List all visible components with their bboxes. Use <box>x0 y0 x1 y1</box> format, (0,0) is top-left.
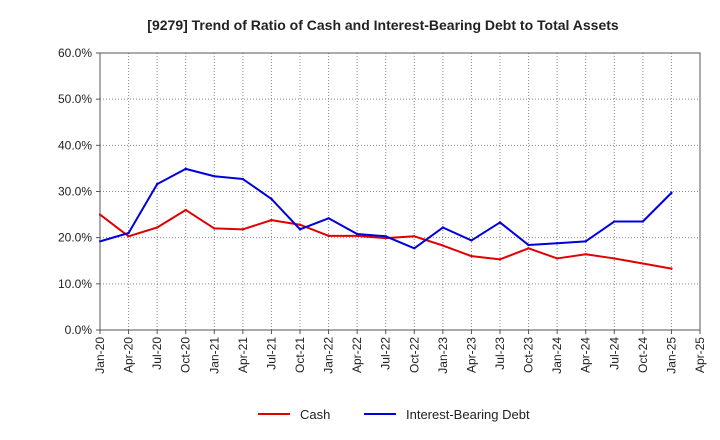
y-tick-label: 50.0% <box>58 92 92 106</box>
y-tick-label: 40.0% <box>58 138 92 152</box>
x-tick-label: Apr-20 <box>122 337 136 373</box>
x-tick-label: Jan-24 <box>550 337 564 374</box>
x-tick-label: Jan-23 <box>436 337 450 374</box>
data-point <box>355 234 359 238</box>
x-tick-label: Jan-25 <box>664 337 678 374</box>
legend: Cash Interest-Bearing Debt <box>258 407 530 422</box>
chart-title: [9279] Trend of Ratio of Cash and Intere… <box>147 17 619 33</box>
data-point <box>384 235 387 238</box>
data-point <box>527 243 530 247</box>
data-point <box>184 208 187 212</box>
x-tick-label: Oct-23 <box>522 337 536 373</box>
data-point <box>613 257 616 260</box>
x-tick-label: Jul-24 <box>607 337 621 370</box>
legend-label: Interest-Bearing Debt <box>406 407 530 422</box>
data-point <box>441 244 445 247</box>
x-tick-label: Jul-23 <box>493 337 507 370</box>
x-tick-label: Apr-23 <box>464 337 478 373</box>
data-point <box>355 232 359 236</box>
data-point <box>470 254 473 258</box>
x-tick-label: Apr-25 <box>693 337 707 373</box>
data-point <box>127 235 130 238</box>
y-tick-label: 10.0% <box>58 277 92 291</box>
data-point <box>241 228 245 231</box>
x-tick-label: Apr-22 <box>350 337 364 373</box>
x-tick-label: Jan-20 <box>93 337 107 374</box>
x-tick-label: Jan-21 <box>207 337 221 374</box>
data-point <box>155 182 159 186</box>
data-point <box>555 257 559 260</box>
data-point <box>527 247 530 250</box>
x-tick-label: Oct-22 <box>407 337 421 373</box>
x-tick-label: Oct-20 <box>179 337 193 373</box>
y-tick-label: 30.0% <box>58 185 92 199</box>
data-point <box>213 227 216 230</box>
x-tick-label: Apr-21 <box>236 337 250 373</box>
data-point <box>584 240 587 243</box>
legend-item: Interest-Bearing Debt <box>364 407 530 422</box>
x-tick-label: Oct-24 <box>636 337 650 373</box>
data-point <box>327 217 330 220</box>
data-point <box>270 197 273 201</box>
x-tick-label: Jul-22 <box>379 337 393 370</box>
data-point <box>584 253 587 256</box>
data-point <box>213 175 216 178</box>
x-tick-label: Jan-22 <box>322 337 336 374</box>
data-point <box>670 267 673 270</box>
data-point <box>298 228 302 231</box>
data-point <box>641 220 645 223</box>
data-point <box>613 220 616 223</box>
legend-item: Cash <box>258 407 330 422</box>
data-point <box>298 223 302 226</box>
y-tick-label: 0.0% <box>65 323 93 337</box>
x-tick-label: Oct-21 <box>293 337 307 373</box>
data-point <box>670 191 673 195</box>
series-layer <box>98 167 673 270</box>
series-interest-bearing-debt <box>98 167 673 250</box>
data-point <box>155 226 159 229</box>
data-point <box>241 177 245 181</box>
x-tick-label: Jul-21 <box>264 337 278 370</box>
axes: 0.0% 10.0% 20.0% 30.0% 40.0% 50.0% 60.0% Jan-20… <box>58 46 707 374</box>
plot-frame <box>99 52 701 331</box>
data-point <box>413 235 416 238</box>
data-point <box>470 239 473 242</box>
data-point <box>327 234 330 238</box>
data-point <box>270 218 273 222</box>
data-point <box>498 258 502 261</box>
grid <box>99 52 701 331</box>
y-tick-label: 60.0% <box>58 46 92 60</box>
data-point <box>555 242 559 245</box>
data-point <box>641 262 645 265</box>
data-point <box>441 226 445 229</box>
data-point <box>413 247 416 250</box>
series-cash <box>98 208 673 270</box>
x-tick-label: Apr-24 <box>579 337 593 373</box>
x-tick-label: Jul-20 <box>150 337 164 370</box>
y-tick-label: 20.0% <box>58 231 92 245</box>
data-point <box>498 221 502 224</box>
legend-label: Cash <box>300 407 330 422</box>
data-point <box>184 167 187 171</box>
data-point <box>127 231 130 235</box>
